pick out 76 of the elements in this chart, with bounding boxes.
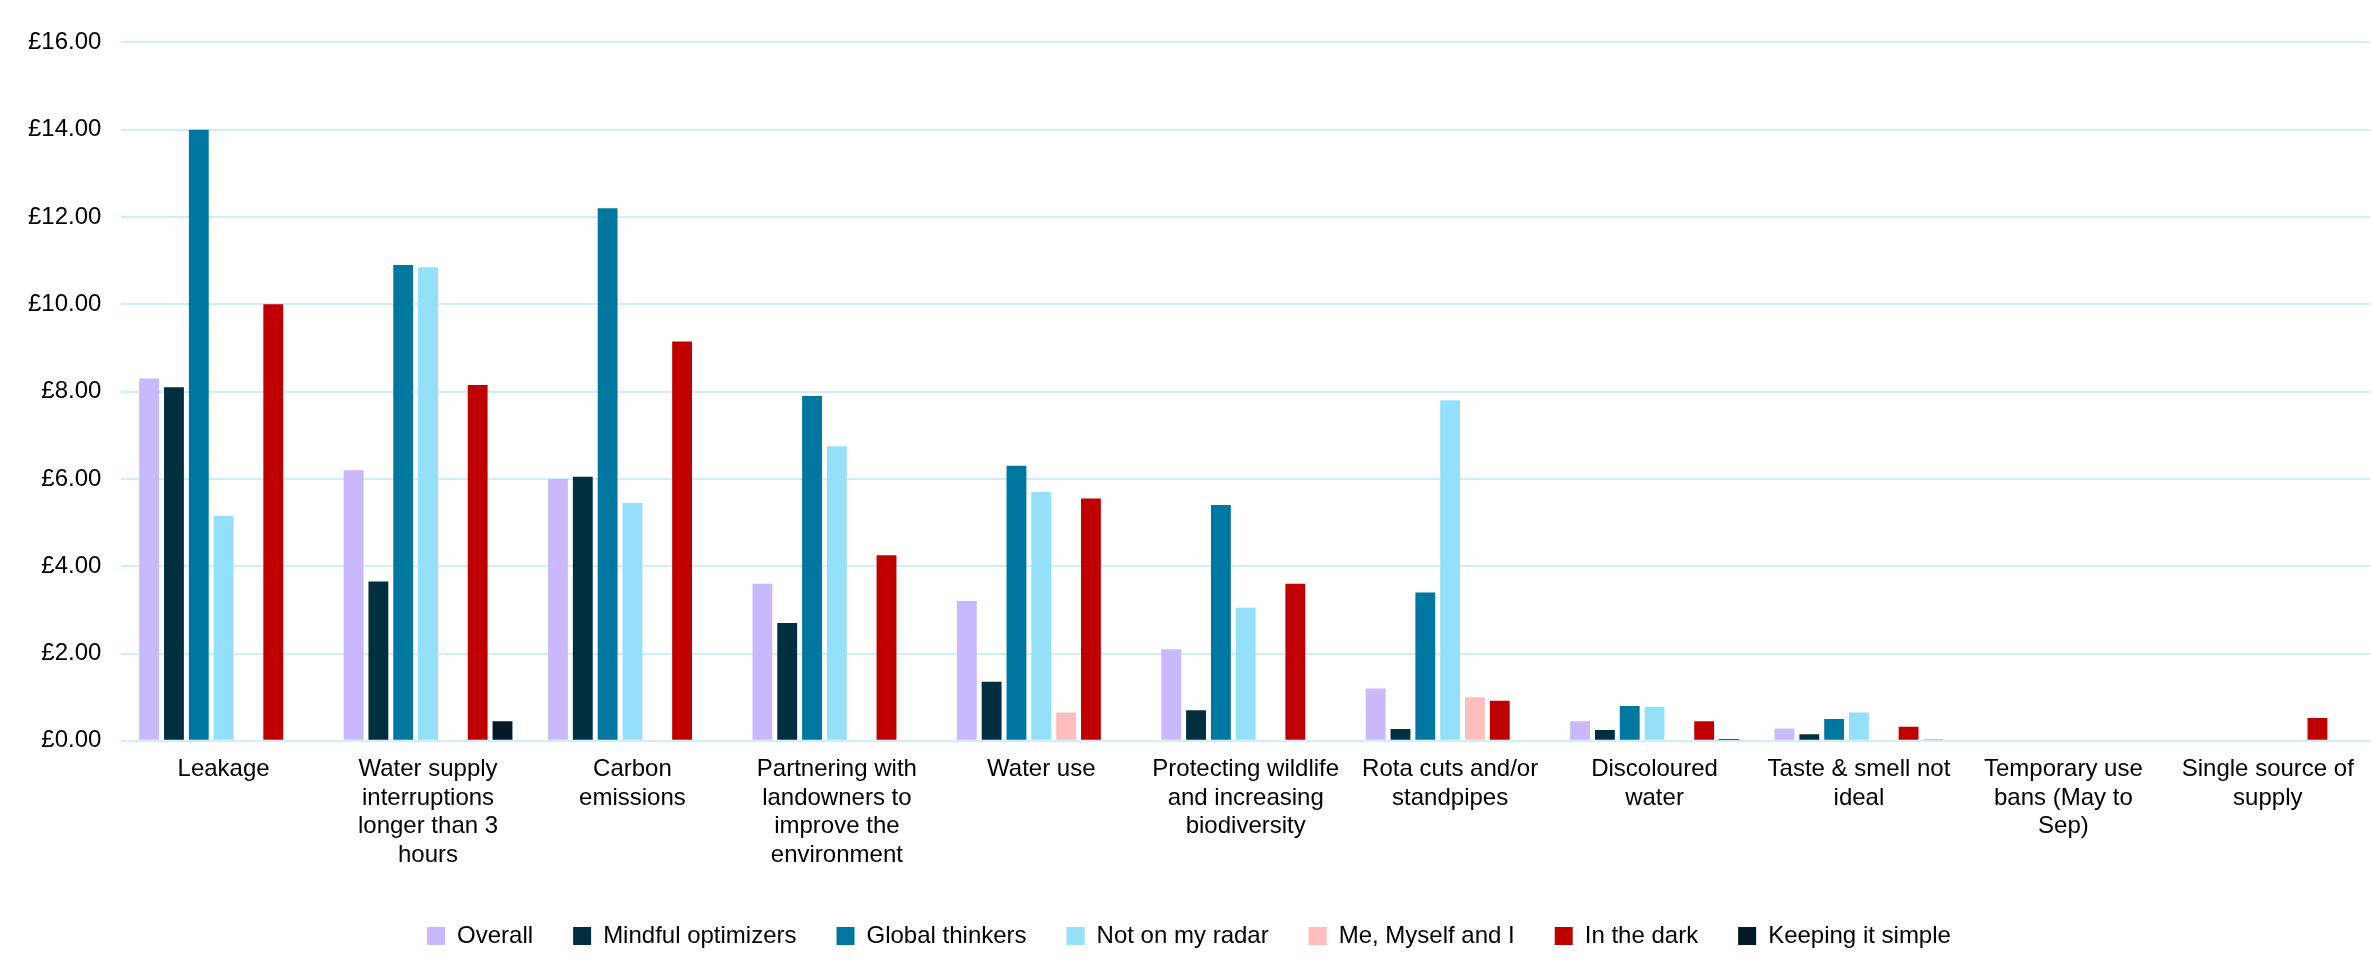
legend-label: Mindful optimizers: [603, 920, 797, 948]
legend-label: In the dark: [1584, 920, 1700, 948]
legend-label: Overall: [457, 920, 534, 948]
bar: [1570, 721, 1590, 740]
legend-label: Me, Myself and I: [1338, 920, 1515, 948]
x-tick-label: Single source of supply: [2181, 753, 2355, 810]
bar: [802, 395, 822, 740]
bar: [1235, 607, 1256, 740]
bar: [1619, 705, 1640, 740]
bar: [1390, 729, 1411, 740]
bar: [1031, 492, 1052, 740]
y-tick-label: £12.00: [28, 201, 102, 229]
y-tick-label: £2.00: [41, 638, 102, 666]
bar: [1285, 583, 1306, 740]
bar: [1849, 712, 1869, 740]
x-tick-label: Water supply interruptions longer than 3 hours: [357, 753, 499, 868]
bar: [1161, 649, 1182, 740]
x-tick-label: Partnering with landowners to improve the environment: [756, 753, 917, 868]
bar: [343, 470, 364, 740]
bar: [213, 516, 234, 740]
bar: [1644, 706, 1665, 740]
bar: [1056, 712, 1077, 740]
bar: [572, 476, 593, 740]
y-tick-label: £4.00: [41, 550, 102, 578]
bar: [467, 385, 488, 740]
y-tick-label: £16.00: [28, 27, 102, 55]
bar: [752, 583, 773, 740]
legend-label: Keeping it simple: [1768, 920, 1951, 948]
bar: [2307, 718, 2328, 740]
bar: [1898, 726, 1919, 740]
x-tick-label: Leakage: [177, 753, 270, 781]
bar: [1465, 697, 1485, 740]
bar: [1365, 688, 1386, 740]
bar: [1415, 592, 1436, 740]
x-tick-label: Taste & smell not ideal: [1767, 753, 1951, 810]
bar: [672, 341, 693, 740]
bar: [597, 208, 618, 740]
x-tick-label: Water use: [987, 753, 1096, 781]
bar: [826, 446, 847, 740]
x-tick-label: Rota cuts and/or standpipes: [1362, 753, 1539, 810]
bar: [1799, 734, 1820, 740]
y-tick-label: £8.00: [41, 376, 102, 404]
bar: [1594, 729, 1615, 740]
bar: [1489, 700, 1510, 740]
bar: [956, 601, 977, 740]
bar: [1824, 718, 1845, 740]
y-tick-label: £0.00: [41, 725, 102, 753]
x-tick-label: Carbon emissions: [579, 753, 686, 810]
bar: [1210, 505, 1231, 740]
bar: [622, 502, 643, 740]
y-tick-label: £14.00: [28, 114, 102, 142]
bar: [777, 622, 798, 740]
bar: [548, 478, 568, 740]
legend-label: Not on my radar: [1096, 920, 1269, 948]
bar: [263, 304, 284, 740]
x-tick-label: Discoloured water: [1591, 753, 1718, 810]
bar: [1774, 728, 1795, 740]
bar: [1440, 400, 1461, 740]
bar: [876, 555, 897, 740]
y-tick-label: £10.00: [28, 288, 102, 316]
bar: [492, 721, 513, 740]
x-tick-label: Protecting wildlife and increasing biodiversity: [1152, 753, 1340, 839]
bar: [164, 387, 184, 740]
bar: [188, 129, 209, 740]
bar: [981, 681, 1002, 740]
bar: [1006, 465, 1027, 740]
legend-label: Global thinkers: [866, 920, 1027, 948]
bar: [1694, 721, 1715, 740]
bar: [1081, 498, 1101, 740]
bar: [393, 265, 414, 740]
x-tick-label: Temporary use bans (May to Sep): [1984, 753, 2143, 839]
bar: [139, 378, 160, 740]
bar: [368, 581, 389, 740]
y-tick-label: £6.00: [41, 463, 102, 491]
bar: [1186, 710, 1206, 740]
bar: [418, 267, 438, 740]
